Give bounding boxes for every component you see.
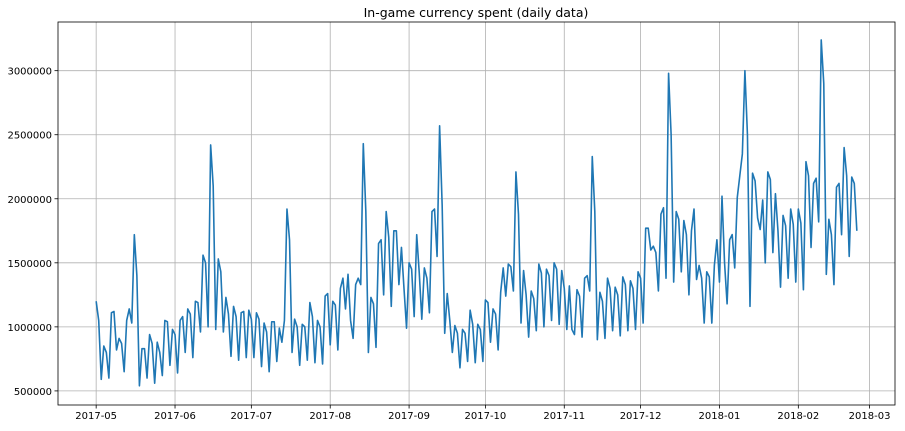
y-tick-label: 1000000 <box>7 323 52 334</box>
x-tick-label: 2017-10 <box>465 411 507 422</box>
y-tick-label: 1500000 <box>7 259 52 270</box>
x-tick-label: 2017-09 <box>388 411 430 422</box>
y-axis: 500000 1000000 1500000 2000000 2500000 300000… <box>7 67 58 398</box>
y-tick-label: 3000000 <box>7 67 52 78</box>
plot-frame <box>57 21 896 406</box>
x-tick-label: 2017-07 <box>230 411 272 422</box>
y-tick-label: 2000000 <box>7 195 52 206</box>
x-axis: 2017-05 2017-06 2017-07 2017-08 2017-09 2017-… <box>75 405 890 422</box>
x-tick-label: 2017-06 <box>154 411 196 422</box>
x-tick-label: 2018-02 <box>777 411 819 422</box>
x-tick-label: 2017-12 <box>620 411 662 422</box>
chart-title: In-game currency spent (daily data) <box>364 5 589 20</box>
grid <box>58 22 895 405</box>
x-tick-label: 2018-01 <box>699 411 741 422</box>
y-tick-label: 2500000 <box>7 131 52 142</box>
series-line <box>95 39 858 387</box>
x-tick-label: 2017-11 <box>543 411 585 422</box>
x-tick-label: 2017-05 <box>75 411 117 422</box>
x-tick-label: 2017-08 <box>309 411 351 422</box>
y-tick-label: 500000 <box>14 387 52 398</box>
x-tick-label: 2018-03 <box>849 411 891 422</box>
